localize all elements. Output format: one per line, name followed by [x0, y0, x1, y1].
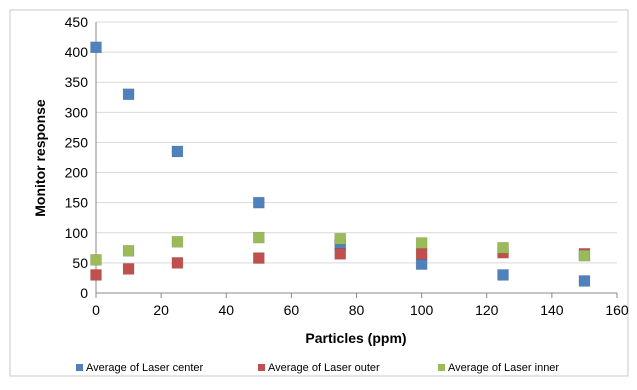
data-point [90, 41, 102, 54]
data-point [415, 237, 428, 249]
y-tick-label: 50 [72, 255, 88, 271]
data-point [415, 258, 428, 270]
x-tick-label: 0 [92, 302, 100, 318]
data-point [171, 236, 184, 248]
data-point [171, 257, 184, 269]
x-tick-label: 80 [349, 302, 365, 318]
data-series [90, 41, 591, 287]
legend-label: Average of Laser outer [268, 362, 380, 374]
x-tick-label: 60 [284, 302, 300, 318]
data-point [90, 269, 102, 281]
data-point [171, 145, 184, 158]
y-axis-title: Monitor response [32, 99, 48, 217]
data-point [90, 254, 102, 266]
data-point [578, 275, 591, 287]
x-tick-label: 100 [410, 302, 434, 318]
data-point [334, 233, 347, 245]
x-tick-label: 20 [153, 302, 169, 318]
data-point [415, 248, 428, 260]
data-point [253, 252, 265, 264]
axes: 0 50 100 150 200 250 300 350 400 450 0 20 40 60 80 100 1… [65, 14, 629, 318]
series-3 [90, 231, 591, 266]
data-point [122, 245, 135, 257]
data-point [334, 248, 347, 260]
y-tick-label: 250 [65, 134, 89, 150]
data-point [253, 231, 265, 244]
gridlines [96, 21, 617, 264]
legend-swatch [438, 364, 445, 371]
legend-swatch [76, 364, 83, 371]
data-point [253, 196, 265, 209]
y-tick-label: 100 [65, 225, 89, 241]
y-tick-label: 450 [65, 14, 89, 30]
y-tick-label: 150 [65, 195, 89, 211]
legend-label: Average of Laser inner [448, 362, 559, 374]
x-axis-title: Particles (ppm) [305, 330, 406, 346]
y-tick-label: 200 [65, 165, 89, 181]
series-1 [90, 41, 591, 287]
x-tick-label: 120 [475, 302, 499, 318]
y-tick-label: 350 [65, 74, 89, 90]
legend-label: Average of Laser center [86, 362, 204, 374]
x-tick-label: 160 [605, 302, 629, 318]
x-tick-label: 140 [540, 302, 564, 318]
y-tick-label: 0 [80, 285, 88, 301]
y-tick-label: 300 [65, 104, 89, 120]
data-point [497, 269, 509, 281]
legend: Average of Laser center Average of Laser … [76, 362, 559, 374]
chart-area-border [9, 9, 629, 377]
data-point [578, 249, 591, 262]
y-tick-label: 400 [65, 44, 89, 60]
data-point [122, 88, 135, 101]
x-tick-label: 40 [218, 302, 234, 318]
legend-swatch [258, 364, 265, 371]
data-point [497, 242, 509, 254]
data-point [122, 263, 135, 275]
